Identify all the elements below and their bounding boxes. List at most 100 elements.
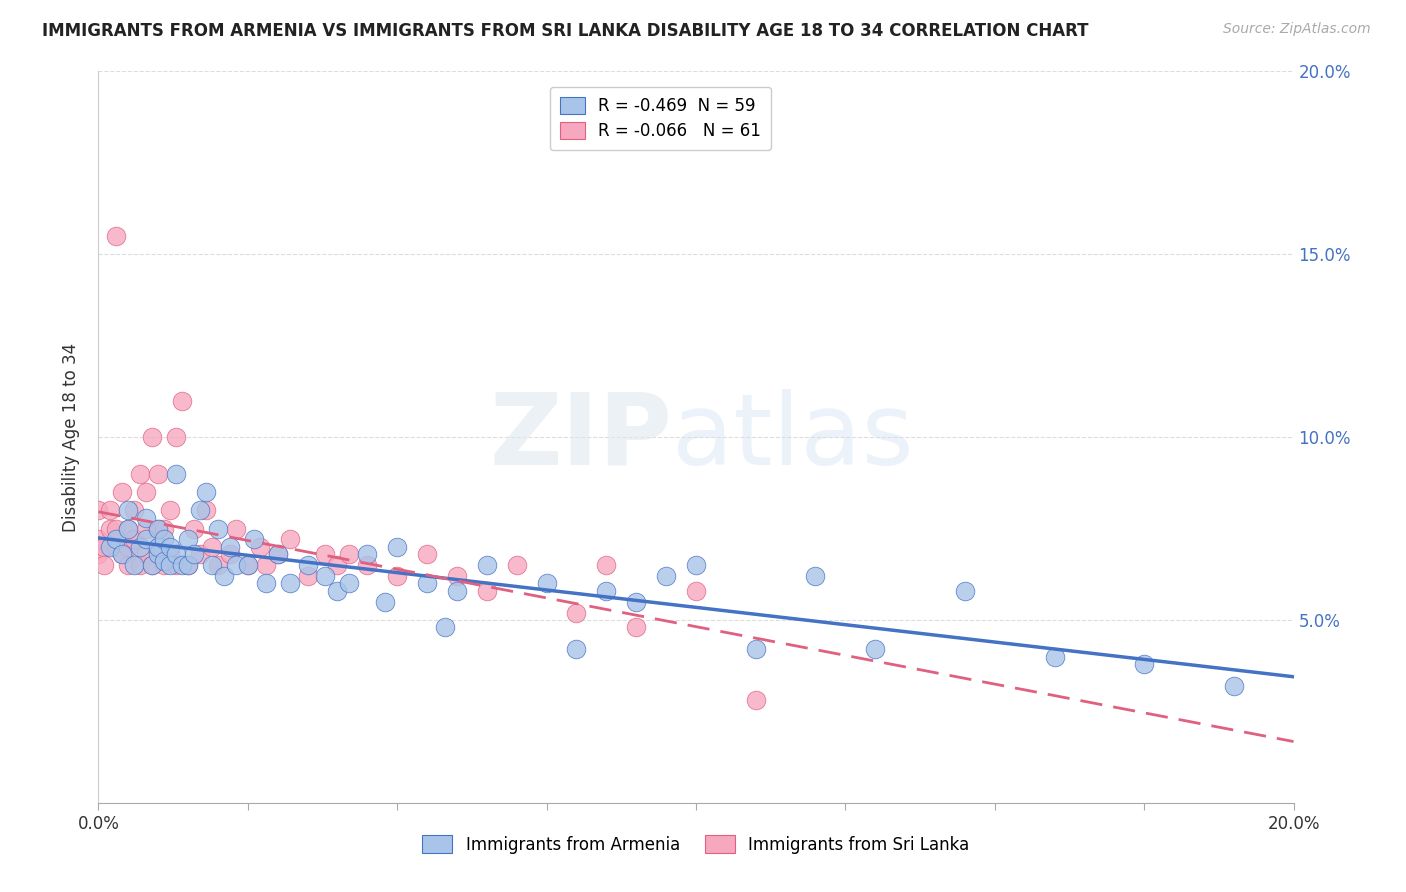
Point [159, 540, 181, 554]
Point [117, 540, 139, 554]
Text: Source: ZipAtlas.com: Source: ZipAtlas.com [1223, 22, 1371, 37]
Point [356, 558, 378, 573]
Point [153, 558, 176, 573]
Point [135, 521, 157, 535]
Point [385, 540, 409, 554]
Point [685, 583, 707, 598]
Point [416, 547, 439, 561]
Point [804, 569, 827, 583]
Point [267, 547, 290, 561]
Point [655, 569, 678, 583]
Point [172, 393, 194, 408]
Point [129, 558, 152, 573]
Point [87, 533, 110, 547]
Point [278, 576, 301, 591]
Point [1043, 649, 1066, 664]
Point [117, 521, 139, 535]
Point [225, 558, 247, 573]
Point [135, 533, 157, 547]
Point [297, 569, 319, 583]
Point [207, 521, 229, 535]
Point [148, 547, 170, 561]
Point [159, 558, 181, 573]
Point [124, 503, 146, 517]
Point [385, 569, 409, 583]
Point [626, 620, 648, 634]
Point [124, 533, 146, 547]
Point [565, 606, 588, 620]
Point [117, 521, 139, 535]
Point [87, 503, 110, 517]
Point [159, 547, 181, 561]
Point [105, 521, 128, 535]
Point [446, 569, 468, 583]
Legend: Immigrants from Armenia, Immigrants from Sri Lanka: Immigrants from Armenia, Immigrants from… [416, 829, 976, 860]
Point [315, 547, 337, 561]
Point [183, 521, 205, 535]
Point [135, 485, 157, 500]
Point [111, 485, 134, 500]
Point [93, 540, 115, 554]
Point [595, 583, 617, 598]
Point [159, 503, 181, 517]
Point [129, 467, 152, 481]
Point [565, 642, 588, 657]
Point [165, 558, 187, 573]
Point [254, 558, 277, 573]
Point [87, 547, 110, 561]
Point [475, 558, 498, 573]
Point [111, 547, 134, 561]
Point [195, 485, 218, 500]
Point [141, 430, 163, 444]
Point [148, 521, 170, 535]
Point [177, 533, 200, 547]
Point [254, 576, 277, 591]
Point [243, 533, 266, 547]
Point [236, 558, 259, 573]
Point [356, 547, 378, 561]
Point [153, 554, 176, 568]
Point [111, 547, 134, 561]
Point [374, 594, 396, 608]
Point [105, 533, 128, 547]
Point [98, 503, 122, 517]
Point [148, 540, 170, 554]
Point [153, 533, 176, 547]
Point [141, 558, 163, 573]
Point [105, 540, 128, 554]
Point [326, 583, 349, 598]
Point [1133, 657, 1156, 671]
Point [225, 521, 247, 535]
Point [172, 558, 194, 573]
Point [219, 540, 242, 554]
Point [626, 594, 648, 608]
Point [326, 558, 349, 573]
Point [219, 547, 242, 561]
Point [865, 642, 887, 657]
Point [745, 642, 768, 657]
Point [339, 547, 361, 561]
Point [105, 229, 128, 244]
Point [685, 558, 707, 573]
Point [188, 547, 211, 561]
Point [124, 558, 146, 573]
Point [165, 467, 187, 481]
Point [315, 569, 337, 583]
Point [183, 547, 205, 561]
Point [249, 540, 271, 554]
Point [446, 583, 468, 598]
Point [416, 576, 439, 591]
Point [745, 693, 768, 707]
Point [188, 503, 211, 517]
Point [153, 521, 176, 535]
Point [165, 547, 187, 561]
Point [129, 540, 152, 554]
Point [201, 540, 224, 554]
Point [953, 583, 976, 598]
Point [195, 503, 218, 517]
Y-axis label: Disability Age 18 to 34: Disability Age 18 to 34 [62, 343, 80, 532]
Point [177, 558, 200, 573]
Point [536, 576, 558, 591]
Point [434, 620, 457, 634]
Point [148, 467, 170, 481]
